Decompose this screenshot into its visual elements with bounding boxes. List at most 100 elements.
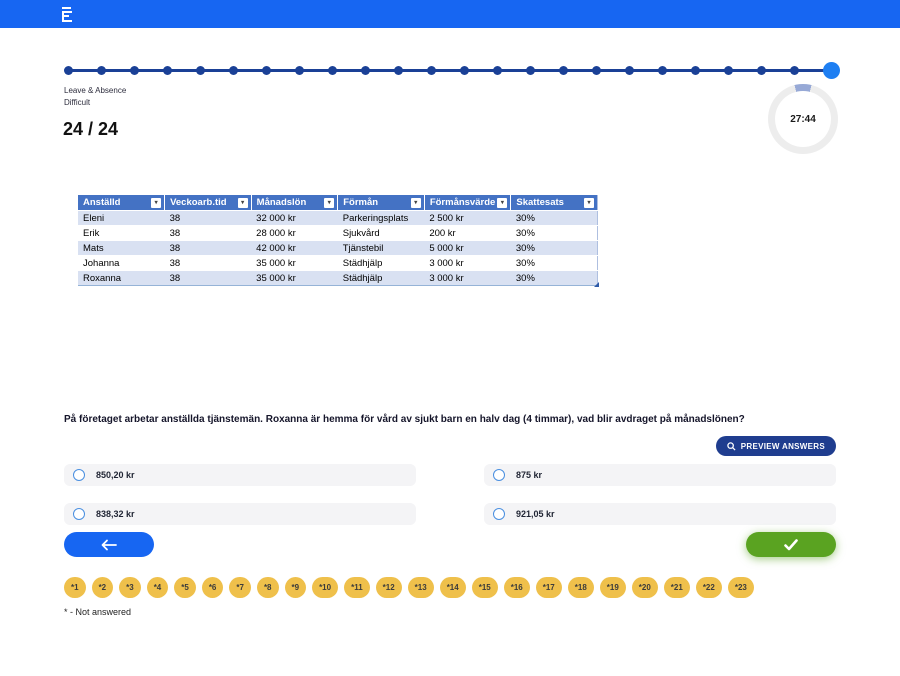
column-header-label: Förmånsvärde [429,197,496,208]
step-dot-8 [295,66,304,75]
answer-option-3[interactable]: 838,32 kr [64,503,416,525]
unanswered-badge-14[interactable]: *14 [439,577,466,598]
column-header-label: Förmån [343,197,379,208]
column-header-6: Skattesats ▾ [510,195,598,211]
unanswered-badge-6[interactable]: *6 [201,577,224,598]
preview-answers-button[interactable]: PREVIEW ANSWERS [715,436,836,456]
preview-answers-label: PREVIEW ANSWERS [740,441,825,451]
table-resize-handle[interactable] [594,282,599,287]
table-cell: 42 000 kr [256,242,296,254]
question-counter: 24 / 24 [63,119,119,139]
step-dot-9 [328,66,337,75]
logo-dash [62,6,71,9]
logo-e-glyph [62,10,72,22]
filter-dropdown-icon[interactable]: ▾ [497,197,508,208]
step-dot-2 [97,66,106,75]
table-cell: Erik [83,227,100,239]
filter-dropdown-icon[interactable]: ▾ [584,197,594,208]
unanswered-badge-23[interactable]: *23 [727,577,754,598]
answer-option-label: 875 kr [516,470,543,480]
unanswered-badge-21[interactable]: *21 [663,577,690,598]
table-cell: 30% [515,242,535,254]
step-dot-7 [262,66,271,75]
answer-option-4[interactable]: 921,05 kr [484,503,836,525]
table-cell: 32 000 kr [256,212,296,224]
step-dot-19 [658,66,667,75]
step-dot-18 [625,66,634,75]
table-cell: 35 000 kr [256,272,296,284]
column-header-4: Förmån ▾ [337,195,425,211]
table-cell: 30% [515,227,535,239]
unanswered-badge-10[interactable]: *10 [312,577,339,598]
preview-row: PREVIEW ANSWERS [715,436,836,456]
unanswered-badge-20[interactable]: *20 [631,577,658,598]
unanswered-badge-5[interactable]: *5 [174,577,196,598]
unanswered-badge-4[interactable]: *4 [146,577,169,598]
step-dot-21 [724,66,733,75]
answer-option-label: 850,20 kr [96,470,135,480]
unanswered-badge-1[interactable]: *1 [64,577,86,598]
difficulty-label: Difficult [64,98,91,107]
column-header-5: Förmånsvärde ▾ [424,195,512,211]
table-cell: 35 000 kr [256,257,296,269]
filter-dropdown-icon[interactable]: ▾ [237,197,248,208]
table-cell: 38 [169,242,181,254]
table-cell: Johanna [83,257,120,269]
answer-option-label: 921,05 kr [516,509,555,519]
app-header [0,0,900,28]
step-dot-22 [757,66,766,75]
column-header-label: Veckoarb.tid [170,197,227,208]
unanswered-badge-17[interactable]: *17 [535,577,562,598]
column-header-1: Anställd ▾ [78,195,166,211]
step-dot-3 [130,66,139,75]
radio-button[interactable] [493,469,505,481]
table-row: Mats 38 42 000 kr Tjänstebil 5 000 kr 30% [78,240,598,256]
unanswered-badge-18[interactable]: *18 [567,577,594,598]
table-cell: Parkeringsplats [342,212,409,224]
submit-button[interactable] [746,532,836,557]
table-cell: 38 [169,272,181,284]
table-cell: 38 [169,227,181,239]
unanswered-badge-16[interactable]: *16 [503,577,530,598]
unanswered-badge-8[interactable]: *8 [256,577,279,598]
radio-button[interactable] [73,508,85,520]
unanswered-badge-15[interactable]: *15 [471,577,498,598]
unanswered-badge-13[interactable]: *13 [407,577,434,598]
table-row: Johanna 38 35 000 kr Städhjälp 3 000 kr 30% [78,255,598,271]
answer-option-1[interactable]: 850,20 kr [64,464,416,486]
filter-dropdown-icon[interactable]: ▾ [151,197,162,208]
table-cell: Städhjälp [342,272,383,284]
back-button[interactable] [64,532,154,557]
radio-button[interactable] [493,508,505,520]
column-header-2: Veckoarb.tid ▾ [164,195,252,211]
unanswered-badge-7[interactable]: *7 [229,577,251,598]
unanswered-badge-19[interactable]: *19 [599,577,626,598]
unanswered-badge-22[interactable]: *22 [695,577,722,598]
table-cell: 38 [169,257,181,269]
table-cell: 3 000 kr [429,257,464,269]
question-meta: Leave & Absence Difficult [64,85,126,109]
filter-dropdown-icon[interactable]: ▾ [324,197,335,208]
table-cell: 200 kr [429,227,456,239]
unanswered-badge-11[interactable]: *11 [344,577,370,598]
progress-stepper [64,62,840,79]
table-cell: 38 [169,212,181,224]
unanswered-badge-12[interactable]: *12 [375,577,402,598]
unanswered-badge-3[interactable]: *3 [119,577,141,598]
question-text: På företaget arbetar anställda tjänstemä… [64,414,745,425]
filter-dropdown-icon[interactable]: ▾ [410,197,421,208]
unanswered-badge-9[interactable]: *9 [284,577,307,598]
step-dot-13 [460,66,469,75]
radio-button[interactable] [73,469,85,481]
column-header-label: Månadslön [256,197,307,208]
answer-option-2[interactable]: 875 kr [484,464,836,486]
table-cell: 2 500 kr [429,212,464,224]
step-dot-17 [592,66,601,75]
timer-ring: 27:44 [768,84,838,154]
stepper-dots [64,62,840,79]
column-header-3: Månadslön ▾ [251,195,339,211]
unanswered-badge-2[interactable]: *2 [91,577,114,598]
column-header-label: Anställd [83,197,121,208]
table-cell: Mats [83,242,104,254]
step-dot-5 [196,66,205,75]
